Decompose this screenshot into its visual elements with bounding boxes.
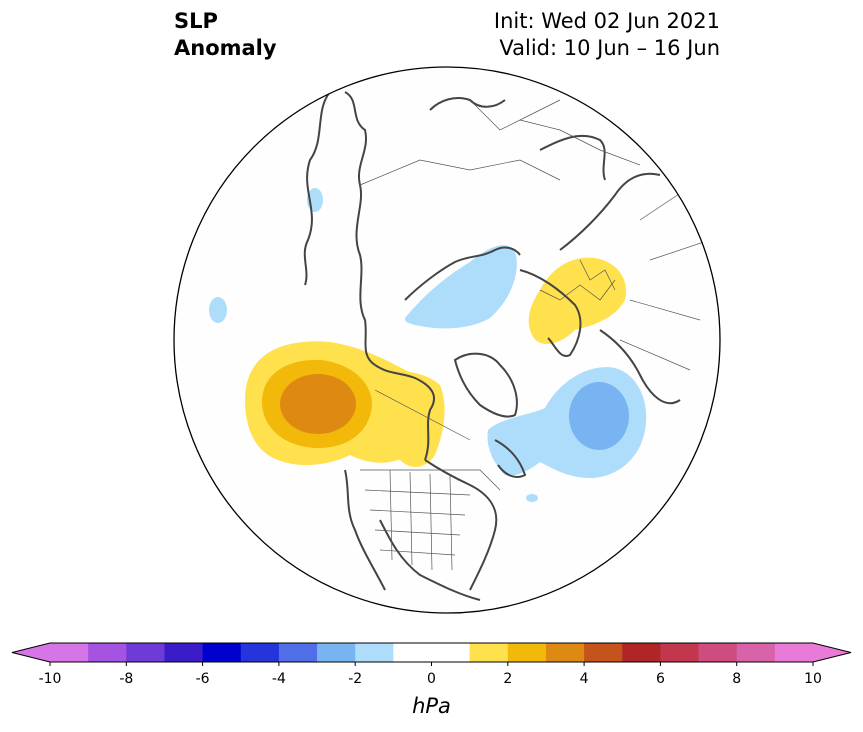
colorbar-extend-low [12, 643, 50, 662]
anomaly-north-atlantic-low [487, 367, 647, 478]
anomaly-europe-high [528, 257, 627, 345]
colorbar-bin [355, 643, 394, 662]
polar-map [173, 66, 721, 614]
title-line-1: SLP [174, 9, 218, 33]
colorbar-tick-label: 8 [732, 671, 741, 687]
colorbar-bin [774, 643, 814, 662]
colorbar-bin [317, 643, 356, 662]
anomaly-fields [209, 91, 711, 601]
anomaly-siberia-low [404, 245, 517, 329]
colorbar-bin [469, 643, 509, 662]
anomaly-patch-atlantic [526, 494, 538, 502]
map-title: SLP Anomaly [174, 8, 277, 62]
anomaly-canada-high [372, 370, 445, 467]
colorbar-bin [698, 643, 738, 662]
forecast-dates: Init: Wed 02 Jun 2021 Valid: 10 Jun – 16… [494, 8, 720, 62]
colorbar-bin [431, 643, 471, 662]
colorbar-bins [50, 643, 814, 662]
map-boundary [173, 66, 721, 614]
valid-range: Valid: 10 Jun – 16 Jun [499, 36, 720, 60]
colorbar-bin [622, 643, 661, 662]
colorbar-tick-label: -4 [272, 671, 286, 687]
colorbar-tick-label: 6 [656, 671, 665, 687]
colorbar-ticks: -10 -8 -6 -4 -2 0 2 4 6 8 10 [39, 662, 822, 687]
colorbar-bin [736, 643, 776, 662]
anomaly-patch-pacific [209, 297, 227, 323]
colorbar-bin [545, 643, 585, 662]
colorbar-tick-label: -8 [119, 671, 133, 687]
colorbar-tick-label: 4 [580, 671, 589, 687]
colorbar-bin [202, 643, 242, 662]
colorbar-bin [126, 643, 165, 662]
colorbar-bin [393, 643, 432, 662]
colorbar-tick-label: 2 [503, 671, 512, 687]
colorbar-bin [507, 643, 547, 662]
colorbar-bin [660, 643, 700, 662]
colorbar-bin [164, 643, 204, 662]
colorbar-extend-high [813, 643, 851, 662]
colorbar-unit-label: hPa [412, 694, 451, 718]
colorbar-tick-label: -2 [348, 671, 362, 687]
coastlines [303, 91, 681, 601]
init-date: Init: Wed 02 Jun 2021 [493, 9, 720, 33]
title-line-2: Anomaly [174, 36, 277, 60]
borders [359, 99, 711, 571]
colorbar-tick-label: 10 [804, 671, 822, 687]
colorbar-tick-label: -6 [196, 671, 210, 687]
colorbar-tick-label: 0 [427, 671, 436, 687]
colorbar-bin [88, 643, 127, 662]
colorbar-bin [240, 643, 280, 662]
colorbar-tick-label: -10 [39, 671, 62, 687]
colorbar-bin [50, 643, 89, 662]
colorbar-bin [278, 643, 318, 662]
colorbar-bin [584, 643, 623, 662]
